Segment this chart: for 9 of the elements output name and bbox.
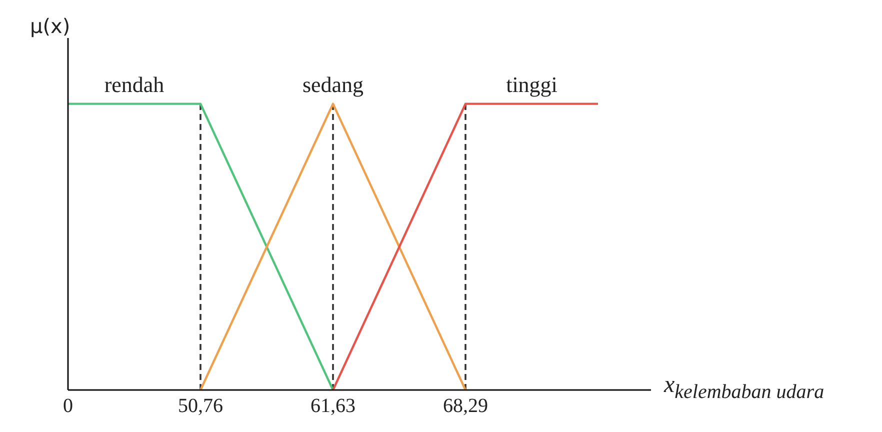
x-tick-label: 68,29	[443, 395, 488, 418]
series-label: rendah	[104, 72, 164, 97]
series-label: sedang	[302, 72, 364, 97]
x-axis-title: x$_{kelembaban udara}$	[664, 372, 824, 404]
y-axis-title: μ(x)	[30, 14, 70, 38]
x-tick-label: 0	[63, 395, 73, 418]
series-label: tinggi	[506, 72, 558, 97]
x-tick-label: 50,76	[178, 395, 223, 418]
x-tick-label: 61,63	[310, 395, 356, 418]
